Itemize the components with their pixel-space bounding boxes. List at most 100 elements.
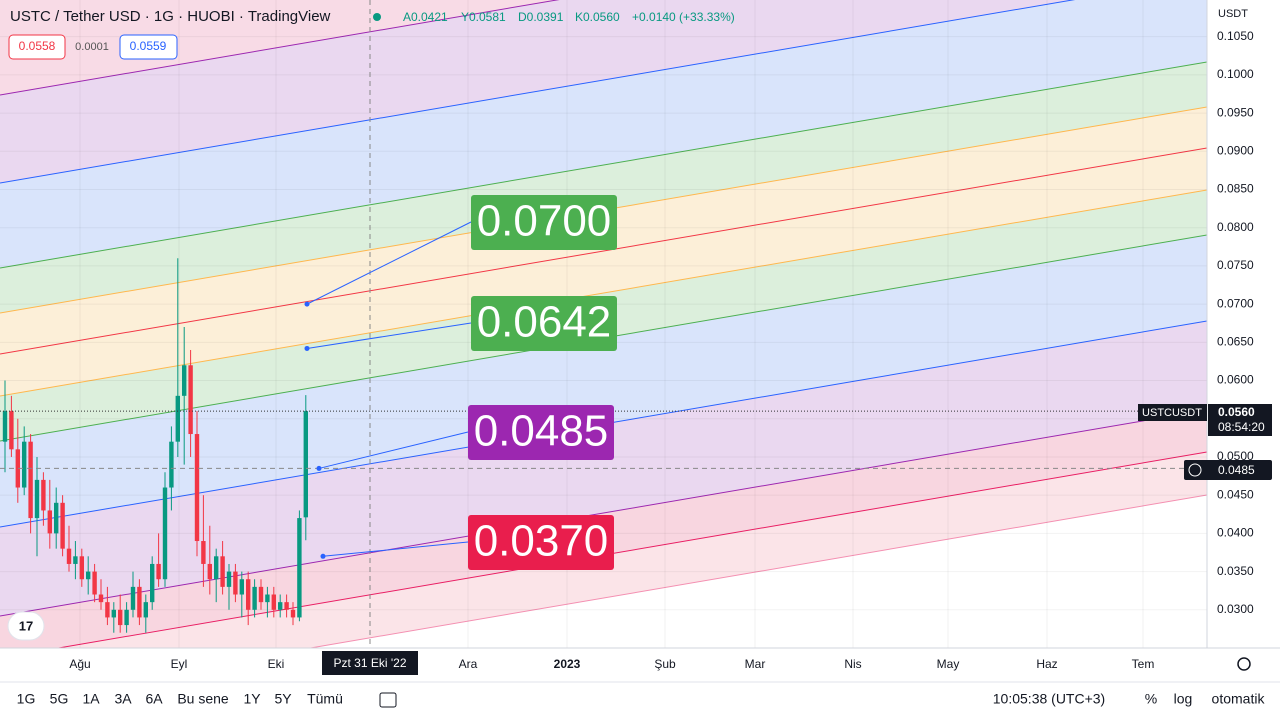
symbol-title: USTC / Tether USD · 1G · HUOBI · Trading…	[10, 8, 331, 25]
price-label-box	[468, 515, 614, 570]
candle-body	[34, 479, 40, 519]
candle-body	[66, 548, 72, 564]
countdown: 08:54:20	[1218, 420, 1265, 434]
x-tick-label: Nis	[844, 657, 861, 671]
candle-body	[233, 571, 238, 595]
header: USTC / Tether USD · 1G · HUOBI · Trading…	[8, 8, 735, 60]
candle-body	[150, 563, 155, 603]
price-label: 0.0485	[474, 407, 609, 456]
tv-logo-text: 17	[19, 618, 33, 633]
x-tick-label: Eki	[268, 657, 285, 671]
sell-price[interactable]: 0.0558	[19, 39, 56, 53]
sell-button[interactable]	[8, 34, 66, 60]
ohlc-open: A0.0421	[403, 10, 448, 24]
candle-body	[265, 594, 270, 603]
x-tick-label: Ara	[459, 657, 478, 671]
price-point	[304, 345, 310, 351]
crosshair-tag	[1184, 460, 1272, 480]
candle-body	[214, 556, 219, 580]
channel-line	[0, 189, 1207, 397]
candle-body	[175, 395, 180, 442]
candle-body	[284, 602, 289, 610]
date-range-icon[interactable]	[379, 692, 397, 708]
candle-body	[47, 510, 52, 534]
candle-body	[86, 571, 91, 580]
symbol-tag	[1138, 404, 1207, 421]
y-tick-label: 0.0800	[1217, 220, 1254, 234]
settings-icon[interactable]	[1237, 657, 1251, 671]
candle-body	[9, 411, 14, 450]
candle-body	[188, 365, 193, 435]
channel-line	[0, 61, 1207, 269]
candle-body	[278, 602, 283, 610]
range-button[interactable]: Bu sene	[177, 691, 229, 707]
candle-body	[79, 556, 84, 580]
x-tick-label: Haz	[1036, 657, 1057, 671]
price-label: 0.0370	[474, 517, 609, 566]
candle-body	[220, 556, 225, 587]
y-tick-label: 0.0350	[1217, 564, 1254, 578]
range-button[interactable]: 1A	[82, 691, 100, 707]
x-tick-label: May	[937, 657, 960, 671]
candle-body	[207, 563, 212, 580]
axis-option[interactable]: otomatik	[1212, 691, 1266, 707]
y-tick-label: 0.0500	[1217, 449, 1254, 463]
add-alert-icon[interactable]	[1188, 463, 1202, 477]
label-connector	[306, 322, 472, 349]
range-button[interactable]: 1Y	[243, 691, 261, 707]
x-tick-label: Tem	[1132, 657, 1155, 671]
candle-body	[162, 487, 168, 580]
candle-body	[111, 609, 116, 618]
candle-body	[194, 434, 200, 542]
candle-body	[169, 441, 174, 488]
candle-body	[246, 579, 251, 610]
axes: 0.1050 0.1000 0.0950 0.0900 0.0850 0.0800 0.07…	[69, 29, 1272, 675]
candle-body	[239, 579, 244, 595]
candle-body	[226, 571, 232, 587]
crosshair-date: Pzt 31 Eki '22	[334, 656, 407, 670]
price-point	[304, 301, 310, 307]
last-price-text: 0.0560	[1218, 405, 1255, 419]
candle-body	[73, 556, 78, 564]
candle-body	[137, 586, 142, 618]
buy-price[interactable]: 0.0559	[130, 39, 167, 53]
y-tick-label: 0.0900	[1217, 143, 1254, 157]
y-tick-label: 0.1050	[1217, 29, 1254, 43]
candle-body	[143, 602, 148, 618]
y-tick-label: 0.0700	[1217, 296, 1254, 310]
range-button[interactable]: 5Y	[274, 691, 292, 707]
axis-option[interactable]: %	[1145, 691, 1157, 707]
x-tick-label: Ağu	[69, 657, 90, 671]
channel-line	[0, 0, 1076, 184]
y-tick-label: 0.0300	[1217, 602, 1254, 616]
candle-body	[22, 441, 27, 488]
candle-body	[201, 541, 206, 564]
axis-option[interactable]: log	[1174, 691, 1193, 707]
range-button[interactable]: 5G	[50, 691, 69, 707]
price-label-box	[471, 195, 617, 250]
channel-line	[0, 0, 560, 96]
status-dot	[373, 13, 381, 21]
range-button[interactable]: 6A	[145, 691, 163, 707]
ohlc-close: K0.0560	[575, 10, 620, 24]
candle-body	[156, 563, 161, 580]
candle-body	[15, 449, 20, 488]
candle-body	[271, 594, 276, 610]
crosshair-date-tag	[322, 651, 418, 675]
chart-overlay: 0.0700 0.0642 0.0485 0.0370	[0, 0, 1207, 648]
price-label: 0.0700	[477, 197, 612, 246]
range-button[interactable]: 3A	[114, 691, 132, 707]
candle-body	[290, 609, 296, 618]
candle-body	[252, 586, 257, 610]
currency[interactable]: USDT	[1218, 8, 1248, 20]
candle-body	[54, 502, 59, 534]
label-connector	[322, 541, 469, 557]
y-tick-label: 0.0450	[1217, 487, 1254, 501]
x-tick-label: 2023	[554, 657, 581, 671]
range-button[interactable]: Tümü	[307, 691, 343, 707]
buy-button[interactable]	[119, 34, 178, 60]
tv-logo	[7, 611, 45, 641]
channel-line	[0, 409, 1207, 617]
candle-body	[92, 571, 97, 595]
range-button[interactable]: 1G	[17, 691, 36, 707]
